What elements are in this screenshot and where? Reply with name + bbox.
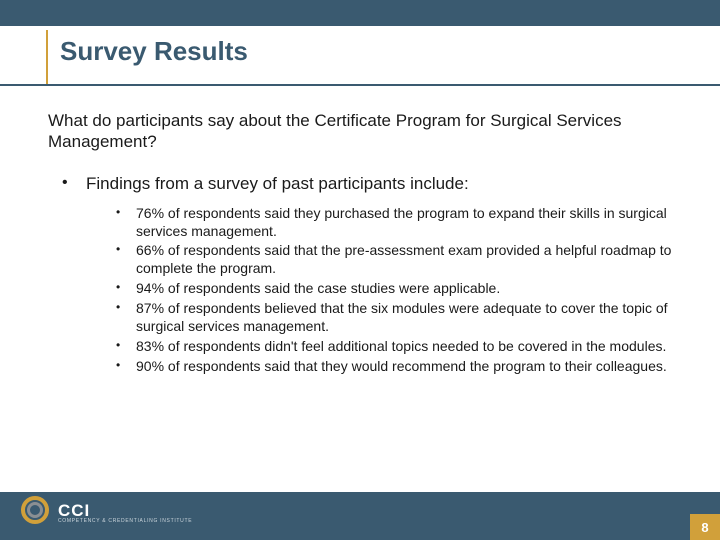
title-horizontal-rule	[0, 84, 720, 86]
logo-text-block: CCI COMPETENCY & CREDENTIALING INSTITUTE	[58, 502, 192, 524]
lead-paragraph: What do participants say about the Certi…	[40, 110, 684, 153]
logo-sub-text: COMPETENCY & CREDENTIALING INSTITUTE	[58, 519, 192, 524]
finding-item: 66% of respondents said that the pre-ass…	[114, 242, 684, 278]
findings-list: 76% of respondents said they purchased t…	[86, 205, 684, 376]
finding-item: 83% of respondents didn't feel additiona…	[114, 338, 684, 356]
footer-bar: CCI COMPETENCY & CREDENTIALING INSTITUTE…	[0, 492, 720, 540]
finding-item: 76% of respondents said they purchased t…	[114, 205, 684, 241]
title-vertical-rule	[46, 30, 48, 84]
finding-text: 90% of respondents said that they would …	[136, 358, 667, 374]
slide-title: Survey Results	[60, 36, 248, 67]
finding-text: 87% of respondents believed that the six…	[136, 300, 668, 334]
finding-text: 94% of respondents said the case studies…	[136, 280, 500, 296]
outer-bullet-item: Findings from a survey of past participa…	[58, 173, 684, 376]
outer-bullet-text: Findings from a survey of past participa…	[86, 174, 469, 193]
page-number: 8	[701, 520, 708, 535]
cci-logo: CCI COMPETENCY & CREDENTIALING INSTITUTE	[20, 495, 192, 530]
finding-text: 76% of respondents said they purchased t…	[136, 205, 667, 239]
finding-text: 66% of respondents said that the pre-ass…	[136, 242, 671, 276]
top-accent-bar	[0, 0, 720, 26]
logo-ring-icon	[20, 495, 50, 530]
logo-main-text: CCI	[58, 502, 192, 519]
slide: Survey Results What do participants say …	[0, 0, 720, 540]
finding-item: 87% of respondents believed that the six…	[114, 300, 684, 336]
outer-bullet-list: Findings from a survey of past participa…	[40, 173, 684, 376]
page-number-badge: 8	[690, 514, 720, 540]
finding-item: 90% of respondents said that they would …	[114, 358, 684, 376]
finding-item: 94% of respondents said the case studies…	[114, 280, 684, 298]
finding-text: 83% of respondents didn't feel additiona…	[136, 338, 666, 354]
content-area: What do participants say about the Certi…	[40, 110, 684, 382]
